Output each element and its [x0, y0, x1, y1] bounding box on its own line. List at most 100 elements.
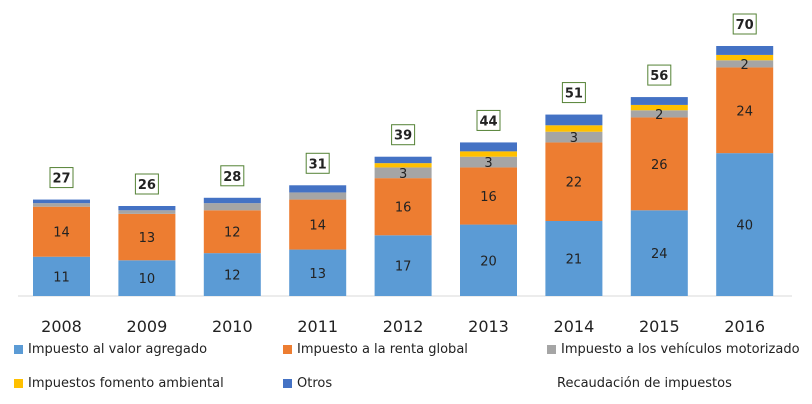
bar-segment-2016-series-1: [716, 153, 774, 296]
total-label-text-2012: 39: [394, 129, 412, 144]
bar-segment-2008-series-2: [33, 206, 90, 257]
bar-segment-2011-series-2: [289, 199, 347, 250]
total-label-box-2009: [134, 173, 159, 195]
legend-label-series-5: Otros: [297, 376, 333, 391]
bar-segment-2016-series-3: [716, 60, 774, 68]
bars-group: [33, 46, 774, 296]
bar-segment-2009-series-1: [118, 260, 176, 296]
x-tick-label-2013: 2013: [468, 317, 509, 336]
bar-segment-2015-series-1: [630, 210, 688, 296]
bar-segment-2013-series-3: [460, 156, 517, 168]
legend-label-series-1: Impuesto al valor agregado: [28, 342, 208, 357]
segment-label-2008-series-1: 11: [53, 270, 70, 285]
bar-segment-2009-series-3: [118, 210, 176, 214]
x-tick-label-2015: 2015: [639, 317, 680, 336]
bar-segment-2009-series-5: [118, 206, 176, 211]
total-label-text-2016: 70: [736, 18, 754, 33]
x-tick-labels-group: 2008 2009 2010 2011 2012 2013 2014 2015 2016: [41, 317, 765, 336]
total-label-text-2011: 31: [309, 157, 327, 172]
segment-label-2012-series-3: 3: [399, 167, 407, 182]
total-label-text-2008: 27: [52, 172, 70, 187]
total-labels-group: 27 26 28 31 39 44 51 56 70: [49, 13, 757, 195]
bar-segment-2013-series-4: [460, 151, 517, 157]
bar-segment-2013-series-2: [460, 167, 517, 225]
legend-swatch-series-1: [14, 345, 23, 354]
segment-label-2013-series-3: 3: [484, 156, 492, 171]
bar-segment-2015-series-5: [630, 97, 688, 105]
segment-label-2015-series-3: 2: [655, 108, 663, 123]
bar-segment-2014-series-2: [545, 142, 603, 221]
x-tick-label-2012: 2012: [383, 317, 424, 336]
legend-item-totals: Recaudación de impuestos: [557, 376, 732, 391]
segment-label-2010-series-2: 12: [224, 226, 241, 241]
total-label-box-2014: [561, 82, 586, 104]
bar-segment-2016-series-2: [716, 67, 774, 154]
bar-segment-2012-series-4: [374, 163, 432, 168]
segment-label-2013-series-1: 20: [480, 254, 497, 269]
legend-item-series-3: Impuesto a los vehículos motorizado: [547, 342, 800, 357]
segment-label-2009-series-2: 13: [139, 231, 156, 246]
segment-label-2016-series-1: 40: [736, 219, 753, 234]
legend-item-series-4: Impuestos fomento ambiental: [14, 376, 224, 391]
legend-swatch-series-3: [547, 345, 556, 354]
legend-item-series-2: Impuesto a la renta global: [283, 342, 468, 357]
total-label-text-2015: 56: [650, 69, 668, 84]
bar-segment-2014-series-5: [545, 114, 603, 126]
total-label-2012: 39: [391, 124, 416, 146]
bar-segment-2012-series-3: [374, 167, 432, 179]
total-label-2014: 51: [561, 82, 586, 104]
segment-label-2015-series-2: 26: [651, 158, 668, 173]
bar-segment-2016-series-5: [716, 46, 774, 55]
total-label-box-2015: [647, 64, 672, 86]
bar-segment-2010-series-5: [203, 197, 261, 204]
bar-segment-2013-series-1: [460, 224, 517, 296]
total-label-box-2011: [305, 152, 330, 174]
total-label-2015: 56: [647, 64, 672, 86]
x-tick-label-2008: 2008: [41, 317, 82, 336]
x-tick-label-2016: 2016: [724, 317, 765, 336]
bar-segment-2008-series-1: [33, 256, 90, 296]
segment-label-2011-series-1: 13: [309, 267, 326, 282]
segment-label-2015-series-1: 24: [651, 247, 668, 262]
bar-segment-2013-series-5: [460, 142, 517, 152]
segment-label-2012-series-1: 17: [395, 260, 412, 275]
legend-swatch-series-4: [14, 379, 23, 388]
total-label-2013: 44: [476, 109, 501, 131]
x-tick-label-2011: 2011: [297, 317, 338, 336]
total-label-2011: 31: [305, 152, 330, 174]
x-tick-label-2010: 2010: [212, 317, 253, 336]
total-label-text-2013: 44: [479, 114, 497, 129]
segment-label-2014-series-3: 3: [570, 131, 578, 146]
segment-label-2012-series-2: 16: [395, 201, 412, 216]
total-label-box-2008: [49, 167, 74, 189]
segment-label-2010-series-1: 12: [224, 269, 241, 284]
segment-label-2016-series-3: 2: [741, 58, 749, 73]
total-label-2009: 26: [134, 173, 159, 195]
legend-label-series-2: Impuesto a la renta global: [297, 342, 468, 357]
bar-segment-2014-series-4: [545, 125, 603, 132]
segment-label-2009-series-1: 10: [139, 272, 156, 287]
total-label-2010: 28: [220, 165, 245, 187]
total-label-box-2012: [391, 124, 416, 146]
segment-label-2016-series-2: 24: [736, 104, 753, 119]
bar-segment-2011-series-5: [289, 185, 347, 193]
bar-segment-2010-series-1: [203, 253, 261, 296]
segment-label-2011-series-2: 14: [309, 219, 326, 234]
bar-segment-2008-series-3: [33, 203, 90, 207]
bar-segment-2010-series-3: [203, 203, 261, 211]
legend-item-series-5: Otros: [283, 376, 332, 391]
bar-segment-2008-series-5: [33, 199, 90, 204]
bar-segment-2015-series-3: [630, 110, 688, 118]
x-tick-label-2014: 2014: [554, 317, 595, 336]
bar-segment-2012-series-5: [374, 156, 432, 164]
segment-labels-group: 1114101312121314171632016321223242624024…: [53, 58, 753, 287]
total-label-text-2014: 51: [565, 87, 583, 102]
segment-label-2014-series-1: 21: [566, 253, 583, 268]
bar-segment-2015-series-2: [630, 117, 688, 211]
bar-segment-2014-series-3: [545, 131, 603, 143]
bar-segment-2014-series-1: [545, 221, 603, 296]
total-label-box-2016: [732, 13, 757, 35]
bar-segment-2015-series-4: [630, 104, 688, 111]
legend-label-series-3: Impuesto a los vehículos motorizado: [561, 342, 800, 357]
